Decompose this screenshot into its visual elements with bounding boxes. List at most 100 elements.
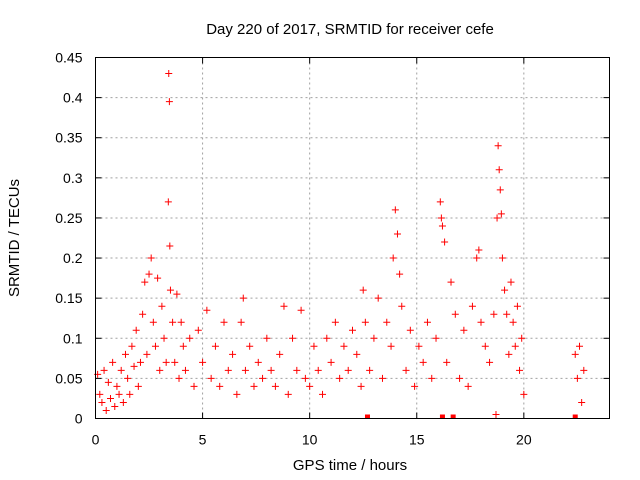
data-point xyxy=(451,310,459,318)
data-point xyxy=(391,206,399,214)
y-tick-labels: 0 0.05 0.1 0.15 0.2 0.25 0.3 0.35 0.4 0.45 xyxy=(55,50,82,427)
data-point xyxy=(396,270,404,278)
data-point xyxy=(263,334,271,342)
data-point xyxy=(224,366,232,374)
x-tick-label: 0 xyxy=(92,432,100,448)
data-point xyxy=(141,278,149,286)
x-axis-label: GPS time / hours xyxy=(293,457,407,474)
data-point xyxy=(336,374,344,382)
data-point xyxy=(113,382,121,390)
data-point xyxy=(301,374,309,382)
data-point xyxy=(166,242,174,250)
data-point xyxy=(194,326,202,334)
data-point xyxy=(486,358,494,366)
data-point xyxy=(169,318,177,326)
data-point xyxy=(276,350,284,358)
data-point xyxy=(357,382,365,390)
y-tick-label: 0.45 xyxy=(55,50,82,66)
data-point xyxy=(509,318,517,326)
data-point xyxy=(158,302,166,310)
data-point xyxy=(96,390,104,398)
y-tick-label: 0.1 xyxy=(63,330,83,346)
data-point xyxy=(297,306,305,314)
data-point xyxy=(128,342,136,350)
data-point xyxy=(239,294,247,302)
data-point xyxy=(501,286,509,294)
data-point xyxy=(173,290,181,298)
data-point xyxy=(271,382,279,390)
gap-marker xyxy=(572,414,578,419)
data-point xyxy=(460,326,468,334)
gap-marker xyxy=(364,414,370,419)
data-point xyxy=(398,302,406,310)
data-point xyxy=(505,350,513,358)
data-point xyxy=(310,342,318,350)
data-point xyxy=(518,334,526,342)
data-point xyxy=(181,366,189,374)
data-point xyxy=(340,342,348,350)
x-tick-label: 10 xyxy=(302,432,318,448)
data-point xyxy=(229,350,237,358)
data-point xyxy=(468,302,476,310)
data-point xyxy=(115,390,123,398)
data-point xyxy=(481,342,489,350)
chart-title: Day 220 of 2017, SRMTID for receiver cef… xyxy=(206,21,494,38)
data-point xyxy=(136,358,144,366)
data-point xyxy=(402,366,410,374)
data-point xyxy=(494,142,502,150)
data-point xyxy=(327,358,335,366)
y-tick-label: 0.2 xyxy=(63,250,83,266)
data-point xyxy=(580,366,588,374)
data-point xyxy=(216,382,224,390)
data-point xyxy=(284,390,292,398)
data-point xyxy=(165,98,173,106)
data-point xyxy=(344,366,352,374)
data-point xyxy=(156,366,164,374)
data-point xyxy=(361,318,369,326)
data-point xyxy=(513,302,521,310)
data-point xyxy=(117,366,125,374)
data-point xyxy=(132,326,140,334)
data-point xyxy=(576,342,584,350)
data-point xyxy=(323,334,331,342)
data-point xyxy=(154,274,162,282)
x-tick-label: 20 xyxy=(516,432,532,448)
y-axis-label: SRMTID / TECUs xyxy=(6,179,23,297)
data-point xyxy=(516,366,524,374)
baseline-gaps xyxy=(364,414,578,419)
x-tick-label: 5 xyxy=(199,432,207,448)
data-point xyxy=(359,286,367,294)
data-point xyxy=(241,366,249,374)
data-point xyxy=(106,394,114,402)
data-point xyxy=(190,382,198,390)
data-point xyxy=(130,362,138,370)
data-points xyxy=(94,70,588,418)
data-point xyxy=(475,246,483,254)
data-point xyxy=(186,334,194,342)
data-point xyxy=(121,350,129,358)
data-point xyxy=(147,254,155,262)
data-point xyxy=(109,358,117,366)
data-point xyxy=(507,278,515,286)
axis-ticks xyxy=(95,57,610,419)
data-point xyxy=(211,342,219,350)
data-point xyxy=(267,366,275,374)
data-point xyxy=(503,310,511,318)
data-point xyxy=(447,278,455,286)
data-point xyxy=(171,358,179,366)
y-tick-label: 0.15 xyxy=(55,290,82,306)
data-point xyxy=(493,214,501,222)
data-point xyxy=(151,342,159,350)
data-point xyxy=(102,406,110,414)
y-tick-label: 0.3 xyxy=(63,170,83,186)
data-point xyxy=(259,374,267,382)
data-point xyxy=(456,374,464,382)
data-point xyxy=(406,326,414,334)
data-point xyxy=(366,366,374,374)
data-point xyxy=(126,390,134,398)
data-point xyxy=(492,410,500,418)
data-point xyxy=(160,334,168,342)
data-point xyxy=(139,310,147,318)
data-point xyxy=(233,390,241,398)
data-point xyxy=(319,390,327,398)
